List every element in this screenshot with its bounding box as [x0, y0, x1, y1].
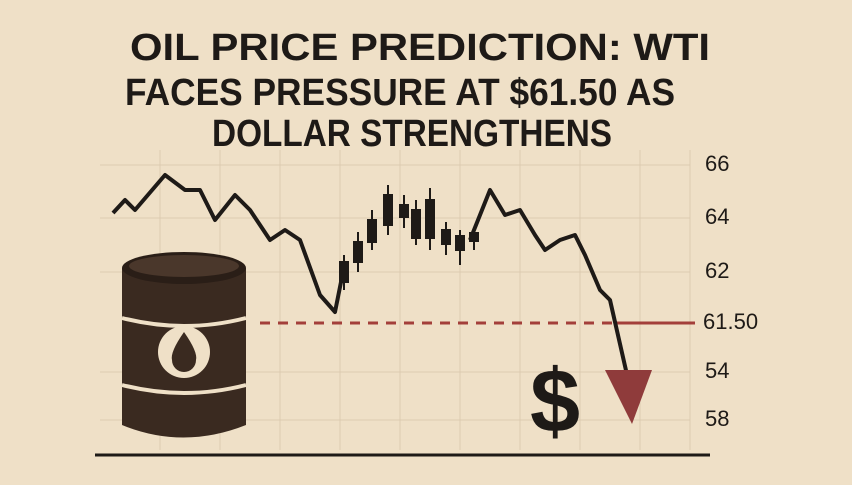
price-line: [111, 173, 347, 314]
down-arrow: [605, 370, 652, 424]
dollar-symbol: $: [530, 352, 580, 452]
grid: [100, 150, 691, 450]
price-line: [468, 188, 632, 389]
candlesticks: [339, 185, 479, 290]
oil-barrel: [121, 252, 247, 438]
title-line: DOLLAR STRENGTHENS: [212, 113, 612, 155]
title-line: FACES PRESSURE AT $61.50 AS: [125, 72, 675, 114]
axis-label: 64: [705, 204, 729, 229]
title-line: OIL PRICE PREDICTION: WTI: [130, 27, 710, 69]
axis-label: 62: [705, 258, 729, 283]
axis-label: 61.50: [703, 309, 758, 334]
axis-label: 58: [705, 406, 729, 431]
axis-label: 66: [705, 151, 729, 176]
axis-label: 54: [705, 358, 729, 383]
